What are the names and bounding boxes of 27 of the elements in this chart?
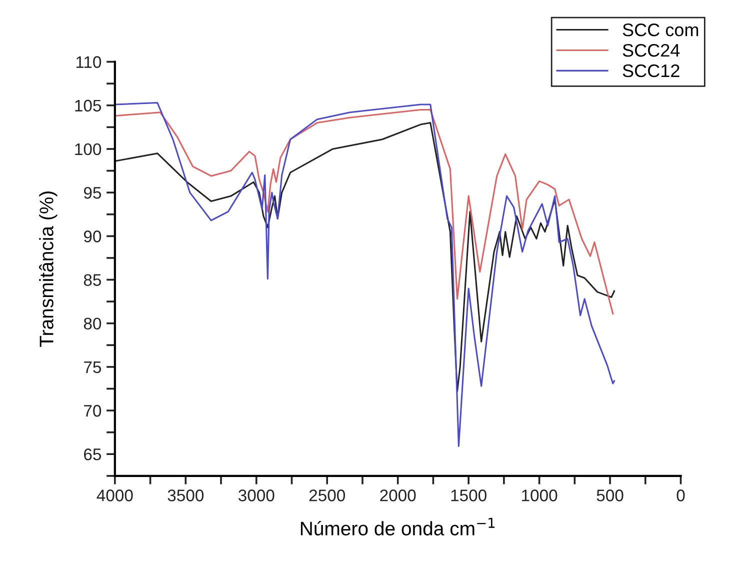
line-series [114, 108, 614, 315]
line-series [114, 122, 616, 392]
x-tick-label: 2000 [380, 490, 416, 502]
legend-label: SCC com [622, 24, 698, 36]
y-axis-title: Transmitância (%) [39, 192, 58, 347]
y-tick-label: 90 [84, 230, 102, 242]
x-tick-label: 2500 [309, 490, 345, 502]
y-tick-label: 75 [84, 361, 102, 374]
y-tick-label: 95 [84, 186, 102, 199]
line-series [114, 102, 616, 448]
y-tick-label: 100 [75, 143, 102, 156]
y-tick-label: 105 [75, 100, 102, 112]
y-tick-label: 70 [84, 404, 102, 417]
x-axis-title: Número de onda cm$^{−1}$ [300, 518, 495, 536]
y-tick-label: 85 [84, 274, 102, 286]
x-tick-label: 500 [596, 490, 624, 502]
legend-label: SCC12 [622, 64, 680, 78]
y-tick-label: 65 [84, 448, 102, 460]
x-tick-label: 3000 [238, 490, 274, 502]
x-tick-label: 4000 [96, 490, 133, 502]
y-tick-label: 80 [84, 318, 102, 330]
x-tick-label: 3500 [168, 490, 204, 502]
x-tick-label: 1000 [522, 490, 558, 502]
x-tick-label: 1500 [451, 490, 486, 502]
x-tick-label: 0 [676, 490, 685, 502]
y-tick-label: 110 [76, 56, 102, 68]
legend-label: SCC24 [622, 44, 680, 57]
